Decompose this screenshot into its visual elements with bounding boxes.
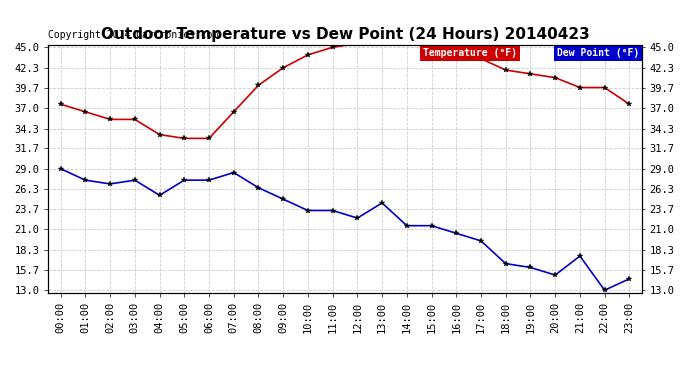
Text: Dew Point (°F): Dew Point (°F) bbox=[557, 48, 639, 58]
Title: Outdoor Temperature vs Dew Point (24 Hours) 20140423: Outdoor Temperature vs Dew Point (24 Hou… bbox=[101, 27, 589, 42]
Text: Copyright 2014 Cartronics.com: Copyright 2014 Cartronics.com bbox=[48, 30, 219, 40]
Text: Temperature (°F): Temperature (°F) bbox=[423, 48, 517, 58]
